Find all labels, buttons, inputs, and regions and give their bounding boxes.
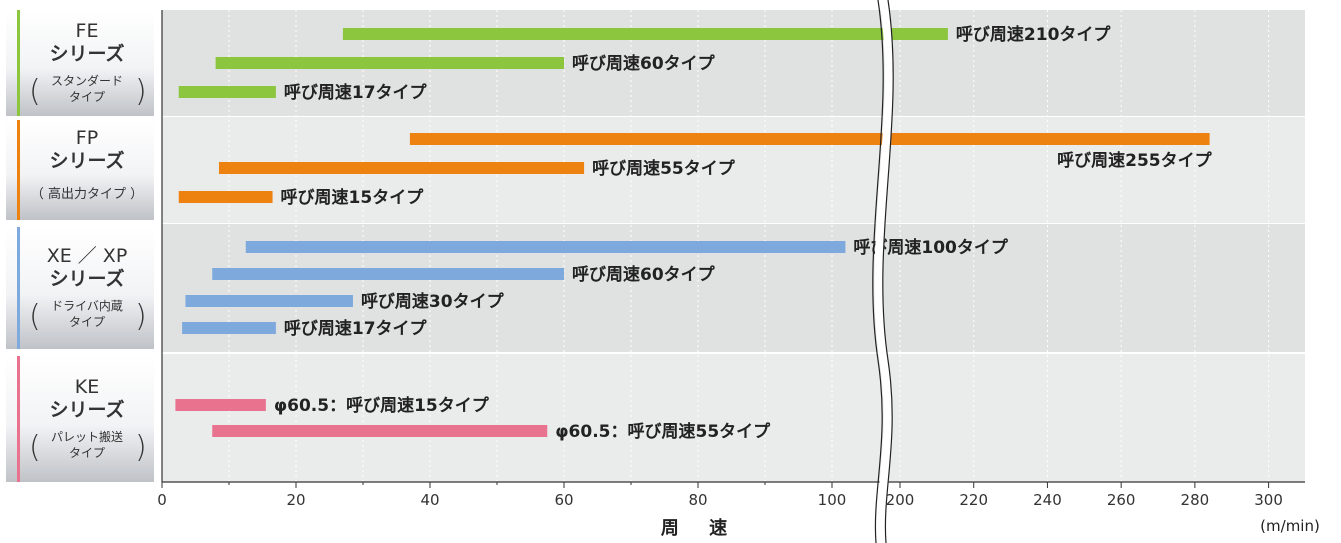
break-line (872, 0, 884, 543)
x-tick-label: 260 (1107, 491, 1136, 509)
range-bar (178, 191, 273, 203)
range-bar (212, 268, 564, 280)
bar-label: 呼び周速30タイプ (361, 291, 505, 312)
paren-left: ( (29, 430, 41, 465)
x-tick-label: 300 (1254, 491, 1283, 509)
group-name: シリーズ (49, 42, 124, 65)
group-name: シリーズ (49, 267, 124, 290)
paren-left: ( (29, 74, 41, 109)
x-axis-unit: (m/min) (1260, 517, 1320, 535)
x-tick-label: 20 (286, 491, 305, 509)
x-axis-title: 周 速 (661, 517, 739, 539)
x-axis: 0 20 40 60 80 100 200 220 240 260 280 300 周 速 (m/min) (157, 10, 1320, 539)
bar-label: 呼び周速60タイプ (572, 264, 716, 285)
x-tick-label: 220 (959, 491, 988, 509)
group-color-stripe (17, 356, 20, 482)
group-subtitle: パレット搬送 (51, 429, 123, 444)
bar-label: φ60.5：呼び周速15タイプ (274, 395, 490, 416)
group-name: FP (76, 127, 98, 149)
bar-label: 呼び周速55タイプ (592, 158, 736, 179)
x-tick-label: 80 (688, 491, 707, 509)
x-tick-label: 280 (1181, 491, 1210, 509)
group-color-stripe (17, 120, 20, 220)
bar-label: 呼び周速15タイプ (281, 187, 425, 208)
group-name: シリーズ (49, 398, 124, 421)
group-color-stripe (17, 10, 20, 116)
group-label-box (6, 10, 154, 116)
paren-left: ( (29, 299, 41, 334)
bar-label: φ60.5：呼び周速55タイプ (555, 421, 771, 442)
group-name: FE (76, 20, 99, 42)
group-subtitle: タイプ (69, 315, 105, 329)
paren-right: ) (135, 430, 147, 465)
range-bar (178, 86, 276, 98)
group-band (162, 354, 1305, 482)
group-label-box (6, 356, 154, 482)
paren-right: ) (135, 74, 147, 109)
range-bar (215, 57, 564, 69)
group-name: KE (75, 376, 99, 398)
break-line (882, 0, 894, 543)
x-tick-label: 240 (1033, 491, 1062, 509)
group-subtitle: （ 高出力タイプ ） (31, 186, 143, 202)
axis-break-mark (872, 0, 894, 543)
break-gap (874, 0, 894, 543)
range-bar (342, 28, 948, 40)
range-bar (175, 399, 266, 411)
range-bar (245, 241, 846, 253)
bar-label: 呼び周速210タイプ (956, 24, 1111, 45)
group-subtitle: タイプ (69, 446, 105, 460)
group-subtitle: タイプ (69, 90, 105, 104)
bar-label: 呼び周速17タイプ (284, 82, 428, 103)
bar-label: 呼び周速255タイプ (1057, 150, 1212, 171)
bar-label: 呼び周速60タイプ (572, 53, 716, 74)
bar-label: 呼び周速100タイプ (853, 237, 1008, 258)
group-label-box (6, 227, 154, 349)
group-name: XE ／ XP (47, 245, 128, 267)
group-subtitle: スタンダード (51, 73, 123, 88)
range-bar (185, 295, 353, 307)
range-bar (409, 133, 1210, 145)
group-name: シリーズ (49, 149, 124, 172)
x-tick-label: 40 (420, 491, 439, 509)
bars: 呼び周速210タイプ呼び周速60タイプ呼び周速17タイプ呼び周速255タイプ呼び… (175, 24, 1213, 442)
x-tick-label: 100 (818, 491, 847, 509)
x-tick-label: 200 (886, 491, 915, 509)
x-tick-label: 0 (157, 491, 167, 509)
group-subtitle: ドライバ内蔵 (51, 299, 123, 313)
range-bar (212, 425, 548, 437)
group-label-box (6, 120, 154, 220)
range-bar (182, 322, 276, 334)
paren-right: ) (135, 299, 147, 334)
x-tick-label: 60 (554, 491, 573, 509)
bar-label: 呼び周速17タイプ (284, 318, 428, 339)
group-color-stripe (17, 227, 20, 349)
range-bar (218, 162, 585, 174)
